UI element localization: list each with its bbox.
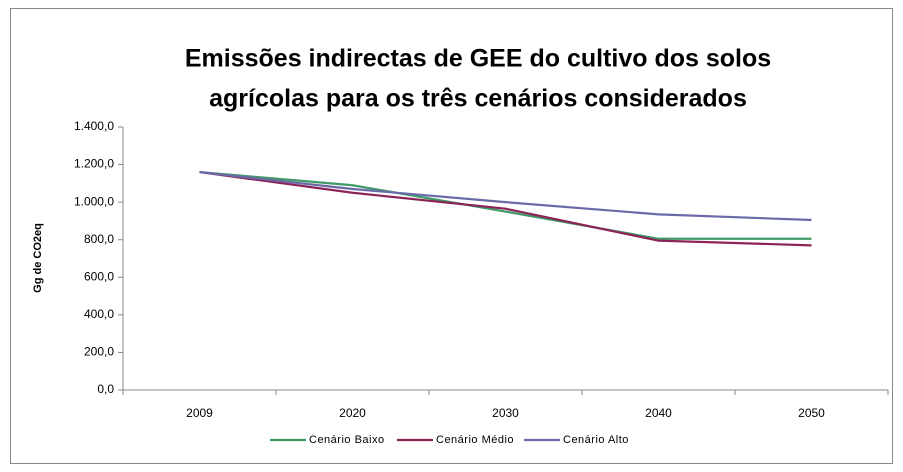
- y-tick-label: 1.000,0: [74, 194, 114, 208]
- x-tick-label: 2030: [492, 406, 519, 420]
- chart-title: agrícolas para os três cenários consider…: [209, 85, 747, 113]
- series-line: [199, 170, 812, 247]
- y-tick-label: 400,0: [84, 307, 114, 321]
- x-tick-label: 2050: [798, 406, 825, 420]
- y-tick-label: 800,0: [84, 232, 114, 246]
- y-axis-title: Gg de CO2eq: [32, 223, 44, 293]
- legend-label: Cenário Baixo: [309, 434, 385, 446]
- x-tick-label: 2040: [645, 406, 672, 420]
- y-tick-label: 1.200,0: [74, 157, 114, 171]
- y-tick-label: 200,0: [84, 345, 114, 359]
- y-tick-label: 1.400,0: [74, 119, 114, 133]
- y-tick-label: 600,0: [84, 269, 114, 283]
- x-tick-label: 2009: [186, 406, 213, 420]
- legend-label: Cenário Alto: [563, 434, 629, 446]
- series-line: [199, 170, 812, 240]
- x-tick-label: 2020: [339, 406, 366, 420]
- legend-label: Cenário Médio: [436, 434, 514, 446]
- series-line: [199, 170, 812, 222]
- chart-title: Emissões indirectas de GEE do cultivo do…: [185, 45, 771, 73]
- y-tick-label: 0,0: [97, 382, 114, 396]
- chart-border: [10, 8, 893, 464]
